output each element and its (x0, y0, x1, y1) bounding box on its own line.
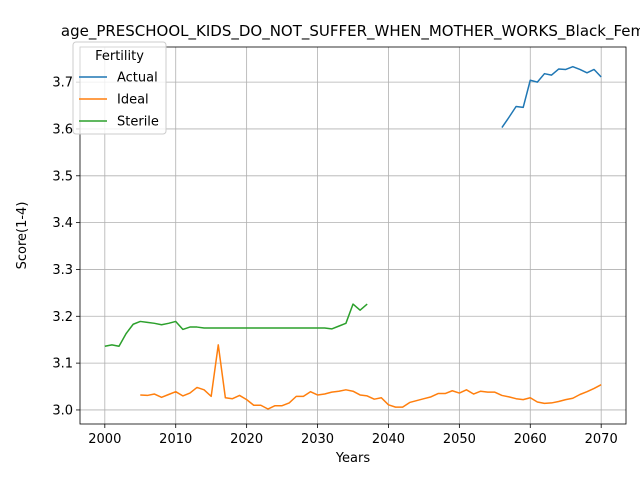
x-tick-label: 2020 (230, 432, 263, 447)
legend-label-actual: Actual (117, 71, 158, 86)
x-tick-label: 2010 (159, 432, 192, 447)
series-line-sterile (104, 303, 368, 348)
y-tick-label: 3.1 (52, 357, 73, 372)
series-line-actual (501, 65, 602, 128)
series-line-ideal (140, 344, 602, 410)
legend-box (72, 41, 167, 135)
y-tick-label: 3.0 (52, 403, 73, 418)
y-tick-label: 3.4 (52, 216, 73, 231)
plot-area (80, 47, 626, 424)
x-tick-label: 2030 (301, 432, 334, 447)
legend-label-ideal: Ideal (117, 93, 149, 108)
y-tick-label: 3.5 (52, 169, 73, 184)
y-tick-label: 3.3 (52, 263, 73, 278)
y-tick-label: 3.2 (52, 310, 73, 325)
x-tick-label: 2060 (514, 432, 547, 447)
x-tick-label: 2050 (443, 432, 476, 447)
axis-ticks: 2000 2010 2020 2030 2040 2050 2060 2070 3.0 3.1 3.… (52, 76, 617, 447)
plot-frame (79, 46, 627, 425)
y-axis-label: Score(1-4) (15, 202, 30, 270)
x-tick-label: 2040 (372, 432, 405, 447)
y-tick-label: 3.7 (52, 76, 73, 91)
x-tick-label: 2070 (585, 432, 618, 447)
legend-label-sterile: Sterile (117, 115, 159, 130)
x-tick-label: 2000 (88, 432, 121, 447)
series-layer (104, 65, 602, 410)
x-axis-label: Years (335, 451, 371, 466)
chart-title: age_PRESCHOOL_KIDS_DO_NOT_SUFFER_WHEN_MO… (61, 22, 640, 41)
legend-title: Fertility (95, 49, 144, 64)
legend: Fertility Actual Ideal Sterile (72, 41, 167, 135)
y-tick-label: 3.6 (52, 122, 73, 137)
